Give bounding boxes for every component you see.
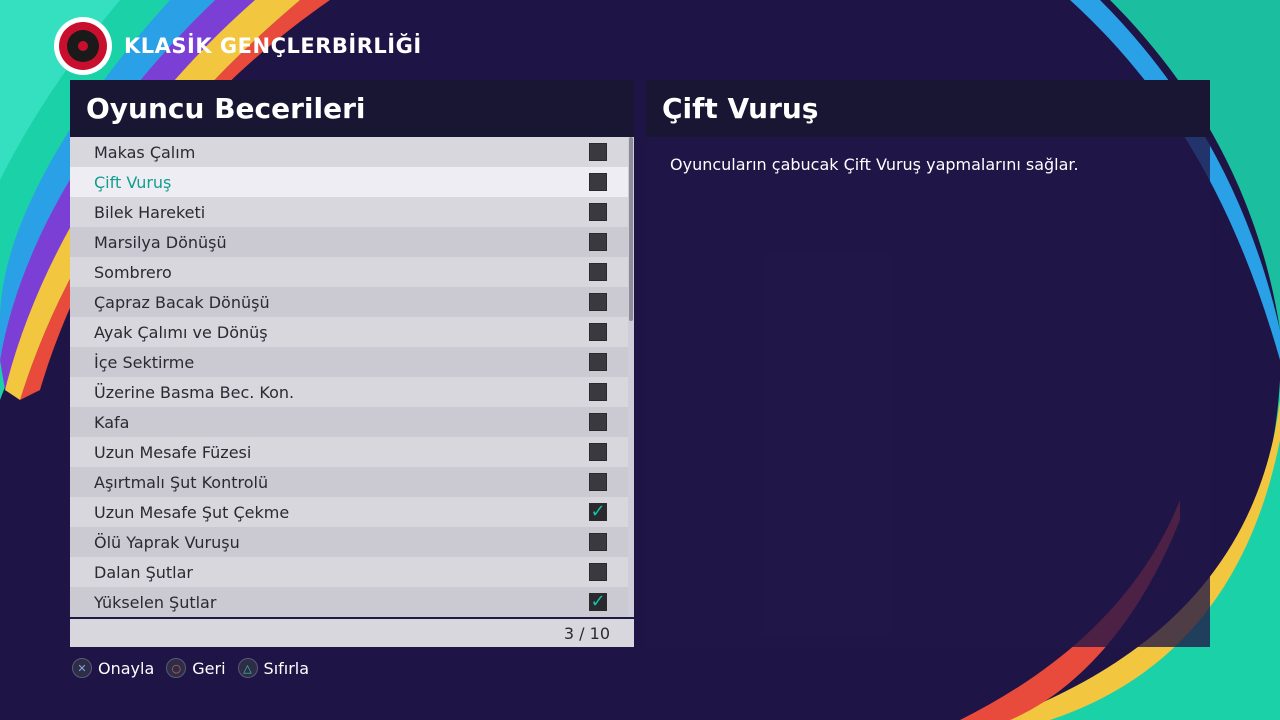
- reset-label: Sıfırla: [263, 658, 310, 678]
- controller-hints: ✕ Onayla ○ Geri △ Sıfırla: [72, 658, 321, 678]
- checkbox-icon[interactable]: [589, 383, 607, 401]
- skill-row[interactable]: Uzun Mesafe Füzesi: [70, 437, 628, 467]
- back-label: Geri: [192, 658, 226, 678]
- skill-row[interactable]: Marsilya Dönüşü: [70, 227, 628, 257]
- checkbox-icon[interactable]: [589, 563, 607, 581]
- checkbox-icon[interactable]: [589, 323, 607, 341]
- skill-label: Ayak Çalımı ve Dönüş: [94, 322, 268, 342]
- checkbox-icon[interactable]: [589, 143, 607, 161]
- confirm-label: Onayla: [98, 658, 155, 678]
- club-name: KLASİK GENÇLERBİRLİĞİ: [124, 34, 422, 58]
- skill-label: Bilek Hareketi: [94, 202, 206, 222]
- skill-label: Uzun Mesafe Şut Çekme: [94, 502, 290, 522]
- skill-label: Ölü Yaprak Vuruşu: [94, 532, 240, 552]
- checkbox-icon[interactable]: [589, 233, 607, 251]
- skill-row[interactable]: Çift Vuruş: [70, 167, 628, 197]
- skill-list: Makas Çalım Çift Vuruş Bilek Hareketi Marsi…: [70, 137, 634, 617]
- skill-label: Yükselen Şutlar: [94, 592, 217, 612]
- skill-detail-panel: Çift Vuruş Oyuncuların çabucak Çift Vuru…: [646, 80, 1210, 647]
- skill-label: Makas Çalım: [94, 142, 196, 162]
- checkbox-icon[interactable]: [589, 173, 607, 191]
- skills-panel-title: Oyuncu Becerileri: [70, 80, 634, 137]
- checkbox-icon[interactable]: [589, 413, 607, 431]
- skill-label: Dalan Şutlar: [94, 562, 193, 582]
- skill-description: Oyuncuların çabucak Çift Vuruş yapmaları…: [670, 155, 1079, 174]
- skill-label: Sombrero: [94, 262, 172, 282]
- skill-row[interactable]: Çapraz Bacak Dönüşü: [70, 287, 628, 317]
- skill-row[interactable]: Yükselen Şutlar ✓: [70, 587, 628, 617]
- reset-button[interactable]: △ Sıfırla: [237, 658, 310, 678]
- skill-detail-title: Çift Vuruş: [646, 80, 1210, 137]
- scrollbar[interactable]: [628, 137, 634, 617]
- skill-row[interactable]: İçe Sektirme: [70, 347, 628, 377]
- skill-row[interactable]: Üzerine Basma Bec. Kon.: [70, 377, 628, 407]
- skill-row[interactable]: Kafa: [70, 407, 628, 437]
- club-crest-icon: [54, 17, 112, 75]
- skill-label: Üzerine Basma Bec. Kon.: [94, 382, 295, 402]
- skill-row[interactable]: Aşırtmalı Şut Kontrolü: [70, 467, 628, 497]
- checkbox-icon[interactable]: [589, 443, 607, 461]
- checkbox-checked-icon[interactable]: ✓: [589, 591, 607, 612]
- skill-row[interactable]: Makas Çalım: [70, 137, 628, 167]
- skill-label: Uzun Mesafe Füzesi: [94, 442, 252, 462]
- checkbox-icon[interactable]: [589, 473, 607, 491]
- scroll-thumb[interactable]: [629, 137, 633, 321]
- skill-label: Marsilya Dönüşü: [94, 232, 227, 252]
- skill-row[interactable]: Bilek Hareketi: [70, 197, 628, 227]
- checkbox-icon[interactable]: [589, 263, 607, 281]
- checkbox-icon[interactable]: [589, 293, 607, 311]
- skill-row[interactable]: Uzun Mesafe Şut Çekme ✓: [70, 497, 628, 527]
- skill-label: Çift Vuruş: [94, 172, 172, 192]
- list-footer: 3 / 10: [70, 617, 634, 647]
- skill-row[interactable]: Sombrero: [70, 257, 628, 287]
- cross-button-icon: ✕: [72, 658, 92, 678]
- skills-panel: Oyuncu Becerileri Makas Çalım Çift Vuruş B…: [70, 80, 634, 647]
- skill-label: Aşırtmalı Şut Kontrolü: [94, 472, 269, 492]
- checkbox-icon[interactable]: [589, 533, 607, 551]
- circle-button-icon: ○: [166, 658, 187, 678]
- skill-row[interactable]: Ölü Yaprak Vuruşu: [70, 527, 628, 557]
- checkbox-icon[interactable]: [589, 203, 607, 221]
- triangle-button-icon: △: [237, 658, 258, 678]
- skill-label: Kafa: [94, 412, 130, 432]
- checkbox-checked-icon[interactable]: ✓: [589, 501, 607, 522]
- skill-label: İçe Sektirme: [94, 352, 195, 372]
- back-button[interactable]: ○ Geri: [166, 658, 226, 678]
- skill-row[interactable]: Ayak Çalımı ve Dönüş: [70, 317, 628, 347]
- checkbox-icon[interactable]: [589, 353, 607, 371]
- club-header: KLASİK GENÇLERBİRLİĞİ: [54, 17, 422, 75]
- skill-row[interactable]: Dalan Şutlar: [70, 557, 628, 587]
- page-indicator: 3 / 10: [563, 624, 610, 643]
- confirm-button[interactable]: ✕ Onayla: [72, 658, 154, 678]
- skill-label: Çapraz Bacak Dönüşü: [94, 292, 270, 312]
